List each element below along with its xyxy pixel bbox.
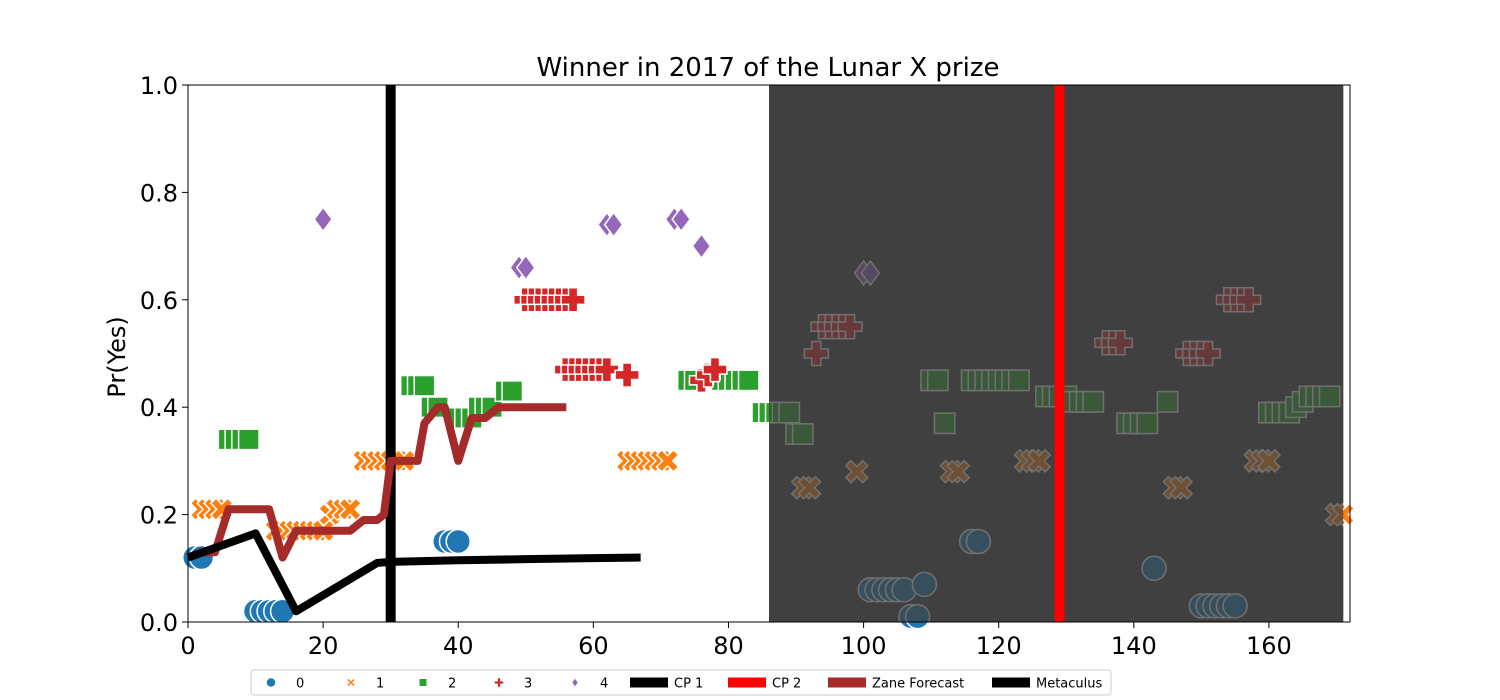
legend-label: 1 xyxy=(376,677,384,692)
series-4-point xyxy=(691,232,712,260)
legend-entry-cp-2: CP 2 xyxy=(728,677,801,692)
legend-swatch xyxy=(828,677,866,688)
y-tick-label: 0.6 xyxy=(140,287,178,315)
legend-label: 0 xyxy=(296,677,304,692)
series-3-point xyxy=(614,362,640,388)
legend: 0 1 2 3 4 CP 1 CP 2 Zane Forecast Metaculus xyxy=(250,669,1112,696)
legend-box xyxy=(250,669,1112,696)
x-tick-label: 100 xyxy=(841,632,887,660)
legend-entry-4: 4 xyxy=(570,676,608,692)
legend-entry-2: 2 xyxy=(418,677,456,692)
legend-swatch xyxy=(728,677,766,688)
x-tick-label: 40 xyxy=(443,632,474,660)
legend-entry-cp-1: CP 1 xyxy=(630,677,703,692)
legend-swatch xyxy=(992,677,1030,688)
legend-marker xyxy=(345,676,357,689)
legend-label: 3 xyxy=(524,677,532,692)
legend-entry-1: 1 xyxy=(345,676,384,692)
legend-entry-metaculus: Metaculus xyxy=(992,677,1103,692)
y-tick-label: 0.4 xyxy=(140,394,178,422)
y-tick-label: 1.0 xyxy=(140,72,178,100)
series-2-point xyxy=(501,380,524,403)
line-zane-forecast xyxy=(186,403,567,562)
series-4-point xyxy=(313,206,334,233)
legend-marker xyxy=(418,677,428,688)
x-tick-label: 20 xyxy=(308,632,339,660)
series-1-point xyxy=(655,448,680,473)
legend-entry-zane-forecast: Zane Forecast xyxy=(828,677,964,692)
legend-swatch xyxy=(630,677,668,688)
y-axis-label: Pr(Yes) xyxy=(103,316,131,397)
legend-marker xyxy=(265,676,277,689)
series-4-point xyxy=(671,206,692,233)
legend-marker xyxy=(570,676,580,689)
y-tick-label: 0.2 xyxy=(140,502,178,530)
series-4-point xyxy=(603,211,624,238)
series-2-point xyxy=(413,374,436,397)
series-0-point xyxy=(445,528,471,555)
plot-frame xyxy=(187,84,1351,623)
x-tick-label: 60 xyxy=(578,632,609,660)
chart-title: Winner in 2017 of the Lunar X prize xyxy=(537,53,1000,83)
legend-label: Metaculus xyxy=(1036,677,1103,692)
series-2-point xyxy=(737,369,760,392)
legend-marker xyxy=(493,676,505,689)
legend-entry-0: 0 xyxy=(265,676,304,692)
series-3-point xyxy=(702,356,728,383)
y-tick-label: 0.8 xyxy=(140,179,178,207)
series-3-point xyxy=(594,356,620,383)
series-4-point xyxy=(515,254,536,281)
legend-entry-3: 3 xyxy=(493,676,532,692)
legend-label: CP 1 xyxy=(674,677,703,692)
legend-label: 2 xyxy=(448,677,456,692)
line-metaculus xyxy=(186,529,641,616)
series-3-point xyxy=(560,287,586,313)
y-tick-label: 0.0 xyxy=(140,609,178,637)
series-2-point xyxy=(237,428,260,451)
x-tick-label: 80 xyxy=(713,632,744,660)
legend-label: Zane Forecast xyxy=(872,677,964,692)
x-tick-label: 0 xyxy=(180,632,195,660)
x-tick-label: 160 xyxy=(1246,632,1292,660)
x-tick-label: 120 xyxy=(976,632,1022,660)
x-tick-label: 140 xyxy=(1111,632,1157,660)
legend-label: 4 xyxy=(600,677,608,692)
series-1-point xyxy=(338,497,363,522)
legend-label: CP 2 xyxy=(772,677,801,692)
